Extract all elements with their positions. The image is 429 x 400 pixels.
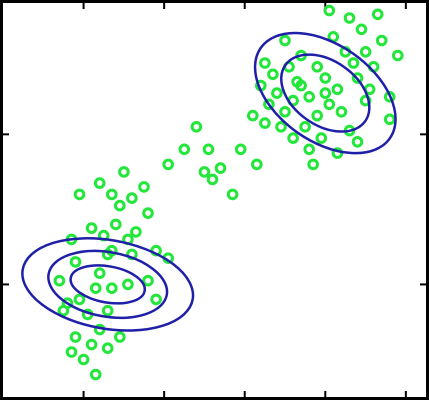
data-point <box>85 338 98 351</box>
contour-ellipse <box>280 53 371 133</box>
data-point <box>335 106 348 118</box>
data-point <box>259 117 271 129</box>
data-point <box>392 49 404 62</box>
data-point <box>122 278 134 291</box>
data-point <box>279 34 291 47</box>
data-point <box>291 76 303 88</box>
data-point <box>206 173 219 186</box>
data-point <box>101 304 114 317</box>
data-point <box>126 192 138 204</box>
data-point <box>247 109 259 122</box>
data-point <box>77 353 90 366</box>
data-point <box>299 121 311 133</box>
data-point <box>323 98 336 111</box>
data-point <box>114 331 126 343</box>
data-point <box>319 87 332 99</box>
data-point <box>89 368 102 381</box>
data-point <box>65 346 78 358</box>
contour-ellipse <box>69 264 147 305</box>
data-point <box>53 274 66 287</box>
data-point <box>331 83 344 96</box>
data-point <box>118 166 130 178</box>
data-point <box>355 23 368 36</box>
data-point <box>319 72 332 84</box>
data-point <box>150 293 162 306</box>
data-point <box>347 57 360 69</box>
data-point <box>73 188 86 201</box>
data-point <box>114 199 126 212</box>
data-point <box>61 297 74 310</box>
data-point <box>263 98 275 111</box>
data-point <box>226 188 239 201</box>
data-point <box>69 331 82 343</box>
data-points <box>53 0 410 381</box>
data-point <box>190 121 203 133</box>
data-point <box>214 162 227 174</box>
data-point <box>73 293 86 306</box>
data-point <box>198 166 211 178</box>
data-point <box>323 4 336 17</box>
data-point <box>69 256 82 268</box>
data-point <box>142 274 154 287</box>
data-point <box>275 121 287 133</box>
contour-ellipse <box>47 249 169 320</box>
data-point <box>142 207 154 219</box>
data-point <box>383 113 396 126</box>
axis-ticks <box>3 3 426 397</box>
data-point <box>343 12 356 24</box>
data-point <box>202 143 215 156</box>
data-point <box>101 342 114 355</box>
data-point <box>93 177 106 189</box>
data-point <box>89 282 102 295</box>
data-point <box>267 68 279 81</box>
data-point <box>271 87 283 99</box>
data-point <box>250 158 263 171</box>
data-point <box>287 132 299 144</box>
data-point <box>375 34 388 47</box>
contour-ellipse <box>21 237 195 332</box>
data-point <box>351 72 364 84</box>
data-point <box>106 188 118 201</box>
data-point <box>162 158 174 171</box>
data-point <box>93 267 106 280</box>
data-point <box>307 158 320 171</box>
data-point <box>110 218 122 231</box>
data-point <box>138 181 150 193</box>
data-point <box>371 8 384 21</box>
data-point <box>279 106 291 118</box>
data-point <box>259 57 271 69</box>
data-point <box>303 91 316 103</box>
data-point <box>178 143 191 156</box>
data-point <box>234 143 247 156</box>
data-point <box>311 109 324 122</box>
data-point <box>351 136 364 148</box>
contour-ellipses <box>21 31 397 332</box>
data-point <box>303 143 316 156</box>
data-point <box>315 132 328 144</box>
data-point <box>85 222 98 234</box>
contour-ellipse <box>253 31 397 155</box>
data-point <box>359 46 372 58</box>
data-point <box>311 61 324 73</box>
data-point <box>106 282 118 295</box>
data-point <box>130 226 142 238</box>
